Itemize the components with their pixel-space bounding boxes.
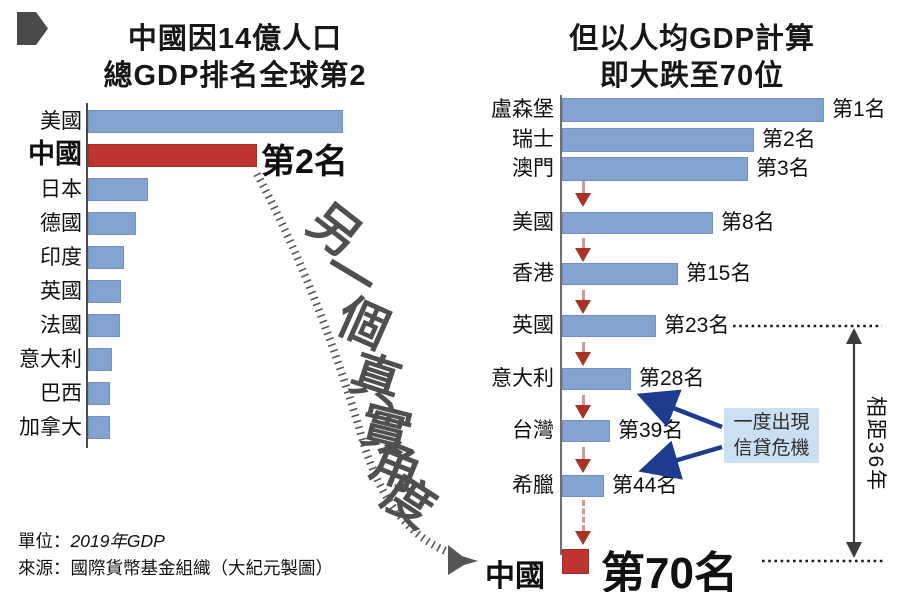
right-bar-澳門	[562, 157, 748, 181]
right-chart-title-line1: 但以人均GDP計算	[569, 23, 815, 55]
arrow-tail	[582, 342, 585, 352]
red-down-arrow-icon	[573, 181, 593, 208]
source-line: 來源：國際貨幣基金組織（大紀元製圖）	[18, 558, 333, 578]
right-bar-英國	[562, 315, 656, 337]
right-row-label-瑞士: 瑞士	[512, 128, 554, 151]
left-chart-title-line2: 總GDP排名全球第2	[103, 60, 367, 92]
red-down-arrow-icon	[573, 238, 593, 263]
red-down-arrow-icon	[573, 395, 593, 420]
rank-label-希臘: 第44名	[612, 474, 678, 497]
china-per-capita-rank-annotation: 第70名	[601, 549, 738, 592]
arrow-head	[575, 531, 591, 545]
red-down-arrow-icon	[573, 500, 593, 546]
right-row-label-希臘: 希臘	[512, 474, 554, 497]
left-row-label-美國: 美國	[40, 110, 82, 133]
red-down-arrow-icon	[573, 290, 593, 315]
right-chart-axis	[560, 95, 562, 555]
right-row-label-香港: 香港	[512, 262, 554, 285]
red-down-arrow-icon	[573, 447, 593, 474]
callout-line1: 一度出現	[733, 411, 810, 433]
rank-label-美國: 第8名	[721, 211, 775, 234]
left-row-label-中國: 中國	[28, 139, 82, 169]
unit-value: 2019年GDP	[70, 531, 165, 551]
right-row-label-盧森堡: 盧森堡	[491, 98, 554, 121]
rank-label-意大利: 第28名	[639, 367, 705, 390]
left-bar-意大利	[88, 348, 112, 371]
arrow-tail	[582, 500, 585, 531]
left-bar-中國	[88, 144, 257, 167]
arrow-head	[575, 405, 591, 419]
red-down-arrow-icon	[573, 342, 593, 367]
rank-label-盧森堡: 第1名	[832, 98, 886, 121]
unit-label: 單位：	[18, 531, 71, 551]
left-row-label-德國: 德國	[40, 212, 82, 235]
arrow-head	[575, 459, 591, 473]
rank-label-香港: 第15名	[686, 262, 752, 285]
right-row-label-英國: 英國	[512, 314, 554, 337]
china-row-label: 中國	[485, 560, 545, 592]
right-row-label-澳門: 澳門	[512, 157, 554, 180]
china-per-capita-bar	[562, 549, 589, 574]
right-bar-瑞士	[562, 128, 754, 152]
left-row-label-英國: 英國	[40, 280, 82, 303]
right-bar-台灣	[562, 420, 610, 442]
left-row-label-日本: 日本	[40, 178, 82, 201]
right-row-label-美國: 美國	[512, 211, 554, 234]
right-chart-title-line2: 即大跌至70位	[599, 60, 785, 92]
rank-label-英國: 第23名	[664, 314, 730, 337]
left-bar-英國	[88, 280, 121, 303]
rank-label-澳門: 第3名	[756, 157, 810, 180]
arrow-tail	[582, 447, 585, 459]
arrow-tail	[582, 238, 585, 248]
left-row-label-意大利: 意大利	[19, 348, 82, 371]
right-bar-希臘	[562, 475, 604, 497]
right-bar-盧森堡	[562, 98, 824, 122]
rank-label-瑞士: 第2名	[762, 128, 816, 151]
left-chart-title-line1: 中國因14億人口	[127, 23, 343, 55]
unit-line: 單位：2019年GDP	[18, 528, 165, 553]
credit-crisis-callout: 一度出現 信貸危機	[724, 408, 819, 463]
right-bar-意大利	[562, 368, 631, 390]
arrow-tail	[582, 290, 585, 300]
arrow-head	[575, 352, 591, 366]
left-bar-日本	[88, 178, 148, 201]
left-bar-德國	[88, 212, 136, 235]
left-row-label-巴西: 巴西	[40, 382, 82, 405]
left-bar-加拿大	[88, 416, 110, 439]
right-bar-美國	[562, 212, 713, 234]
left-row-label-加拿大: 加拿大	[19, 416, 82, 439]
left-bar-印度	[88, 246, 124, 269]
left-bar-巴西	[88, 382, 110, 405]
right-row-label-台灣: 台灣	[512, 419, 554, 442]
arrow-tail	[582, 395, 585, 405]
arrow-head	[575, 300, 591, 314]
left-bar-美國	[88, 110, 343, 133]
arrow-head	[575, 193, 591, 207]
left-row-label-法國: 法國	[40, 314, 82, 337]
left-bar-法國	[88, 314, 120, 337]
callout-line2: 信貸危機	[733, 437, 810, 459]
right-bar-香港	[562, 263, 678, 285]
left-chart-axis	[86, 103, 88, 448]
left-row-label-印度: 印度	[40, 246, 82, 269]
arrow-head	[575, 248, 591, 262]
arrow-tail	[582, 181, 585, 193]
right-row-label-意大利: 意大利	[491, 367, 554, 390]
